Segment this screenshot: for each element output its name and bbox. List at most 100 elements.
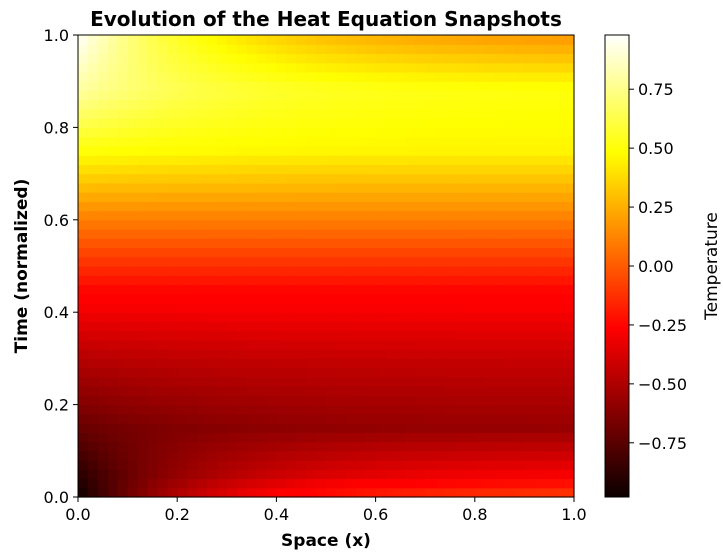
heatmap-cell — [97, 321, 109, 332]
heatmap-cell — [514, 478, 525, 489]
heatmap-cell — [266, 44, 277, 55]
heatmap-cell — [534, 81, 545, 92]
heatmap-cell — [187, 487, 198, 498]
heatmap-cell — [514, 450, 525, 461]
heatmap-cell — [415, 367, 426, 378]
heatmap-cell — [266, 376, 277, 387]
heatmap-cell — [157, 173, 168, 184]
heatmap-cell — [266, 330, 277, 341]
heatmap-cell — [97, 275, 109, 286]
heatmap-cell — [137, 108, 149, 119]
heatmap-cell — [236, 35, 248, 45]
heatmap-cell — [425, 302, 436, 313]
heatmap-cell — [256, 53, 268, 64]
heatmap-cell — [206, 201, 218, 212]
heatmap-cell — [276, 266, 287, 276]
heatmap-cell — [97, 460, 109, 470]
heatmap-cell — [117, 404, 129, 415]
heatmap-cell — [425, 164, 436, 175]
heatmap-cell — [137, 321, 149, 332]
heatmap-cell — [494, 330, 506, 341]
heatmap-cell — [78, 192, 89, 202]
heatmap-cell — [335, 339, 347, 350]
heatmap-cell — [226, 275, 238, 286]
heatmap-cell — [306, 330, 317, 341]
heatmap-cell — [117, 238, 129, 249]
heatmap-cell — [246, 386, 258, 396]
heatmap-cell — [445, 192, 456, 202]
heatmap-cell — [326, 99, 337, 110]
heatmap-cell — [454, 367, 466, 378]
heatmap-cell — [335, 367, 347, 378]
heatmap-cell — [256, 266, 268, 276]
heatmap-cell — [544, 145, 555, 156]
heatmap-cell — [554, 266, 565, 276]
heatmap-cell — [385, 413, 397, 424]
heatmap-cell — [375, 229, 387, 239]
heatmap-cell — [216, 256, 228, 267]
heatmap-cell — [395, 275, 406, 286]
heatmap-cell — [107, 413, 119, 424]
heatmap-cell — [474, 90, 486, 101]
heatmap-cell — [226, 478, 238, 489]
heatmap-cell — [484, 127, 496, 138]
heatmap-cell — [464, 192, 476, 202]
heatmap-cell — [206, 53, 218, 64]
heatmap-cell — [226, 164, 238, 175]
heatmap-cell — [464, 478, 476, 489]
heatmap-cell — [474, 99, 486, 110]
heatmap-cell — [137, 469, 149, 480]
heatmap-cell — [385, 90, 397, 101]
heatmap-cell — [564, 201, 575, 212]
heatmap-cell — [564, 127, 575, 138]
heatmap-cell — [355, 182, 367, 193]
heatmap-cell — [514, 487, 525, 498]
heatmap-cell — [524, 478, 535, 489]
heatmap-cell — [425, 321, 436, 332]
heatmap-cell — [454, 349, 466, 359]
heatmap-cell — [206, 256, 218, 267]
heatmap-cell — [117, 487, 129, 498]
heatmap-cell — [117, 284, 129, 295]
heatmap-cell — [226, 395, 238, 406]
heatmap-cell — [226, 423, 238, 433]
heatmap-cell — [256, 81, 268, 92]
heatmap-cell — [197, 71, 208, 82]
heatmap-cell — [464, 376, 476, 387]
heatmap-cell — [445, 441, 456, 452]
heatmap-cell — [256, 358, 268, 369]
heatmap-cell — [534, 127, 545, 138]
heatmap-cell — [177, 487, 188, 498]
heatmap-cell — [87, 136, 99, 147]
heatmap-cell — [296, 35, 307, 45]
heatmap-cell — [78, 35, 89, 45]
heatmap-cell — [216, 182, 228, 193]
heatmap-cell — [246, 145, 258, 156]
heatmap-cell — [197, 238, 208, 249]
heatmap-cell — [514, 127, 525, 138]
heatmap-cell — [167, 229, 178, 239]
heatmap-cell — [316, 108, 327, 119]
heatmap-cell — [276, 256, 287, 267]
heatmap-cell — [484, 293, 496, 304]
heatmap-cell — [415, 173, 426, 184]
heatmap-cell — [256, 229, 268, 239]
heatmap-cell — [197, 376, 208, 387]
heatmap-cell — [216, 469, 228, 480]
heatmap-cell — [87, 266, 99, 276]
heatmap-cell — [296, 358, 307, 369]
heatmap-cell — [405, 376, 416, 387]
heatmap-cell — [544, 349, 555, 359]
heatmap-cell — [345, 108, 357, 119]
heatmap-cell — [177, 339, 188, 350]
heatmap-cell — [474, 35, 486, 45]
heatmap-cell — [365, 358, 377, 369]
heatmap-cell — [464, 182, 476, 193]
heatmap-cell — [197, 53, 208, 64]
heatmap-cell — [415, 339, 426, 350]
heatmap-cell — [554, 182, 565, 193]
heatmap-cell — [554, 302, 565, 313]
heatmap-cell — [454, 81, 466, 92]
heatmap-cell — [554, 108, 565, 119]
heatmap-cell — [177, 53, 188, 64]
